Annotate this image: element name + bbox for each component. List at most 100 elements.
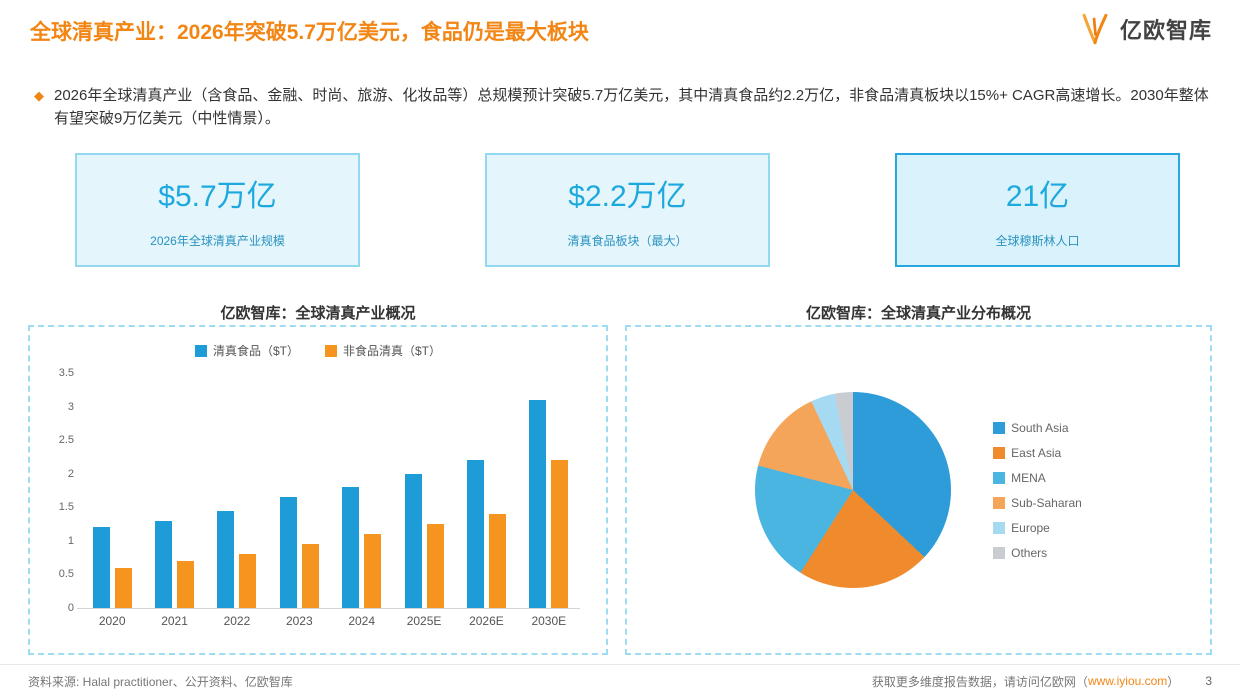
eo-logo-icon	[1082, 13, 1108, 45]
legend-swatch	[993, 471, 1006, 484]
bar-chart: 3.5 3 2.5 2 1.5 1 0.5 0 2020 2021 2022 2023 2024 202…	[30, 359, 606, 630]
bar-pair	[279, 373, 319, 608]
bar-pair	[342, 373, 382, 608]
bar	[364, 534, 382, 608]
bar-group: 2024	[342, 373, 382, 630]
pie-legend-item: MENA	[993, 471, 1082, 485]
footer-right: 获取更多维度报告数据，请访问亿欧网（ www.iyiou.com） 3	[872, 673, 1212, 690]
bar-group: 2022	[217, 373, 257, 630]
bar-chart-title: 亿欧智库：全球清真产业概况	[220, 305, 416, 322]
stat-label: 全球穆斯林人口	[995, 234, 1080, 248]
legend-swatch	[993, 446, 1006, 459]
bar-plot: 2020 2021 2022 2023 2024 2025E 2026E 2030E	[77, 373, 580, 630]
bar	[92, 527, 110, 608]
legend-swatch	[194, 344, 207, 357]
bar-group: 2026E	[466, 373, 506, 630]
stat-value: 21亿	[1005, 180, 1070, 213]
stat-card-food-segment: $2.2万亿 清真食品板块（最大）	[485, 153, 770, 267]
bar-group: 2030E	[529, 373, 569, 630]
brand-logo: 亿欧智库	[1075, 12, 1212, 46]
footer-cta-suffix: ）	[1167, 674, 1180, 689]
legend-swatch	[993, 496, 1006, 509]
legend-label: Others	[1011, 545, 1048, 560]
legend-item: 清真食品（$T）	[194, 342, 299, 359]
legend-label: South Asia	[1011, 420, 1069, 435]
source-note: 资料来源: Halal practitioner、公开资料、亿欧智库	[28, 674, 293, 689]
bar-legend: 清真食品（$T） 非食品清真（$T）	[30, 342, 606, 359]
legend-swatch	[993, 521, 1006, 534]
bar	[239, 554, 257, 608]
bar-group: 2020	[92, 373, 132, 630]
legend-label: East Asia	[1011, 445, 1062, 460]
bar-pair	[155, 373, 195, 608]
bar	[342, 487, 360, 608]
bar-group: 2025E	[404, 373, 444, 630]
legend-swatch	[993, 421, 1006, 434]
legend-label: 非食品清真（$T）	[343, 344, 442, 358]
bar	[279, 497, 297, 608]
stat-card-muslim-population: 21亿 全球穆斯林人口	[895, 153, 1180, 267]
bar-pair	[529, 373, 569, 608]
iyiou-link[interactable]: www.iyiou.com	[1087, 674, 1168, 688]
bar	[404, 473, 422, 608]
legend-label: Europe	[1011, 520, 1050, 535]
legend-item: 非食品清真（$T）	[325, 342, 441, 359]
stat-value: $2.2万亿	[568, 180, 687, 213]
x-tick-label: 2024	[348, 614, 376, 628]
brand-logo-text: 亿欧智库	[1119, 18, 1212, 43]
bar	[426, 524, 444, 608]
bar	[529, 399, 547, 608]
bar-pair	[404, 373, 444, 608]
bar-group: 2023	[279, 373, 319, 630]
bar-pair	[92, 373, 132, 608]
bar	[217, 510, 235, 608]
legend-label: MENA	[1011, 470, 1046, 485]
pie-chart	[755, 392, 952, 588]
stat-cards: $5.7万亿 2026年全球清真产业规模 $2.2万亿 清真食品板块（最大） 2…	[0, 153, 1240, 267]
pie-chart-panel: South Asia East Asia MENA Sub-Saharan Europe…	[625, 325, 1212, 655]
page-number: 3	[1205, 674, 1212, 688]
bar	[301, 544, 319, 608]
footer-cta-text: 获取更多维度报告数据，请访问亿欧网（	[871, 674, 1088, 689]
bar	[466, 460, 484, 608]
bar	[177, 561, 195, 608]
x-tick-label: 2026E	[469, 614, 504, 628]
bar	[488, 514, 506, 608]
pie-chart-title: 亿欧智库：全球清真产业分布概况	[805, 305, 1031, 322]
stat-card-industry-size: $5.7万亿 2026年全球清真产业规模	[75, 153, 360, 267]
stat-label: 清真食品板块（最大）	[567, 234, 688, 248]
key-point-text: 2026年全球清真产业（含食品、金融、时尚、旅游、化妆品等）总规模预计突破5.7…	[54, 87, 1209, 128]
stat-label: 2026年全球清真产业规模	[150, 234, 285, 248]
x-tick-label: 2022	[223, 614, 251, 628]
pie-legend: South Asia East Asia MENA Sub-Saharan Europe…	[993, 421, 1082, 560]
legend-label: Sub-Saharan	[1011, 495, 1082, 510]
bar	[114, 567, 132, 608]
pie-legend-item: South Asia	[993, 421, 1082, 435]
pie-legend-item: Sub-Saharan	[993, 496, 1082, 510]
footer: 资料来源: Halal practitioner、公开资料、亿欧智库 获取更多维…	[0, 664, 1240, 697]
stat-value: $5.7万亿	[158, 180, 277, 213]
x-tick-label: 2023	[285, 614, 313, 628]
pie-legend-item: Others	[993, 546, 1082, 560]
page-title: 全球清真产业：2026年突破5.7万亿美元，食品仍是最大板块	[30, 21, 589, 44]
x-tick-label: 2020	[98, 614, 126, 628]
legend-swatch	[993, 546, 1006, 559]
legend-label: 清真食品（$T）	[212, 344, 299, 358]
bar-y-axis: 3.5 3 2.5 2 1.5 1 0.5 0	[58, 367, 74, 614]
pie-legend-item: Europe	[993, 521, 1082, 535]
pie-legend-item: East Asia	[993, 446, 1082, 460]
x-tick-label: 2021	[161, 614, 188, 628]
x-tick-label: 2030E	[531, 614, 567, 628]
legend-swatch	[325, 344, 337, 357]
bar-chart-panel: 清真食品（$T） 非食品清真（$T） 3.5 3 2.5 2 1.5 1 0.5 0 2020 2…	[28, 325, 608, 655]
bar-group: 2021	[155, 373, 195, 630]
bar	[551, 460, 569, 608]
bar-pair	[466, 373, 506, 608]
bar	[155, 520, 173, 608]
bar-pair	[217, 373, 257, 608]
pie-wrap: South Asia East Asia MENA Sub-Saharan Europe…	[627, 327, 1210, 653]
key-point: ◆ 2026年全球清真产业（含食品、金融、时尚、旅游、化妆品等）总规模预计突破5…	[34, 84, 1212, 131]
x-axis-line	[77, 608, 580, 609]
x-tick-label: 2025E	[406, 614, 442, 628]
